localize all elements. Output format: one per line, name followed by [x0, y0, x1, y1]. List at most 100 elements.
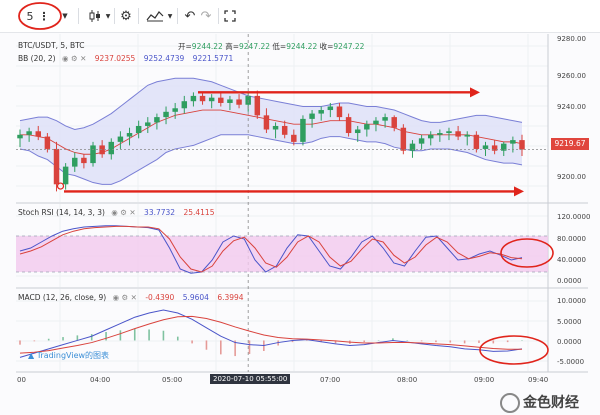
close-icon[interactable]: ✕: [80, 54, 87, 63]
y-tick: 9240.00: [557, 103, 586, 111]
candle-body: [437, 133, 443, 135]
eye-icon[interactable]: ◉: [62, 54, 69, 63]
candlestick-icon[interactable]: [86, 7, 104, 25]
ohlc-legend: 开=9244.22 高=9247.22 低=9244.22 收=9247.22: [178, 41, 364, 52]
candle-body: [154, 117, 160, 123]
y-tick: 9260.00: [557, 72, 586, 80]
y-tick: 40.0000: [557, 256, 586, 264]
brand-logo-icon: [500, 393, 520, 413]
candle-body: [145, 122, 151, 126]
candle-body: [336, 106, 343, 118]
close-icon[interactable]: ✕: [130, 293, 137, 302]
macd-legend: MACD (12, 26, close, 9) ◉ ⚙ ✕ -0.4390 5.…: [18, 293, 244, 302]
bb-upper-line: [19, 77, 523, 131]
y-tick: 9280.00: [557, 35, 586, 43]
toolbar: 5 ⋮ ▼ ▼ ⚙ ▼ ↶ ↷: [0, 0, 600, 33]
separator: [177, 8, 178, 24]
x-tick: 05:00: [162, 376, 183, 384]
open-value: 9244.22: [191, 42, 223, 51]
low-value: 9244.22: [286, 42, 318, 51]
support-marker: [56, 182, 65, 190]
candle-body: [345, 117, 352, 134]
bb-legend: BB (20, 2) ◉ ⚙ ✕ 9237.0255 9252.4739 922…: [18, 54, 233, 63]
y-tick: -5.0000: [557, 358, 585, 366]
candle-body: [254, 95, 261, 116]
candle-body: [108, 141, 115, 155]
separator: [78, 8, 79, 24]
x-tick: 09:00: [474, 376, 495, 384]
high-value: 9247.22: [239, 42, 271, 51]
candle-body: [519, 140, 525, 150]
separator: [114, 8, 115, 24]
y-tick: 80.0000: [557, 235, 586, 243]
settings-icon[interactable]: ⚙: [120, 8, 132, 24]
last-price-tag: 9219.67: [551, 138, 589, 150]
open-label: 开=: [178, 42, 192, 51]
close-value: 9247.22: [333, 42, 365, 51]
macd-signal-value: 6.3994: [217, 293, 244, 302]
y-tick: 9200.00: [557, 173, 586, 181]
close-icon[interactable]: ✕: [129, 208, 136, 217]
undo-icon[interactable]: ↶: [184, 8, 196, 24]
x-tick: 04:00: [90, 376, 111, 384]
candle-body: [190, 95, 197, 102]
chevron-down-icon[interactable]: ▼: [167, 12, 173, 20]
candle-body: [263, 115, 270, 130]
candle-body: [53, 148, 60, 185]
highlight-circle: [18, 2, 62, 30]
candle-body: [309, 113, 315, 119]
candle-body: [446, 131, 452, 134]
indicators-icon[interactable]: [144, 7, 166, 25]
high-label: 高=: [225, 42, 239, 51]
logo-icon: ▲: [28, 351, 35, 360]
separator: [138, 8, 139, 24]
candle-body: [291, 134, 297, 142]
settings-icon[interactable]: ⚙: [70, 54, 78, 63]
stoch-k-value: 33.7732: [144, 208, 176, 217]
watermark-text: TradingView的图表: [36, 351, 110, 360]
bb-label: BB (20, 2): [18, 54, 56, 63]
candle-body: [464, 134, 470, 137]
candle-body: [281, 125, 288, 135]
eye-icon[interactable]: ◉: [111, 208, 118, 217]
candle-body: [400, 127, 407, 151]
macd-hist-value: -0.4390: [145, 293, 175, 302]
chevron-down-icon[interactable]: ▼: [62, 12, 68, 20]
settings-icon[interactable]: ⚙: [120, 208, 127, 217]
redo-icon[interactable]: ↷: [200, 8, 212, 24]
candle-body: [72, 157, 78, 167]
candle-body: [409, 143, 416, 151]
macd-line-value: 5.9604: [182, 293, 209, 302]
candle-body: [327, 106, 334, 111]
interval-button[interactable]: 5 ⋮: [22, 7, 54, 25]
y-tick: 0.0000: [557, 277, 582, 285]
candle-body: [172, 108, 178, 112]
candle-body: [181, 101, 188, 109]
candle-body: [354, 129, 361, 134]
candle-body: [44, 136, 51, 149]
support-arrow-head: [514, 186, 524, 197]
candle-body: [62, 166, 69, 185]
candle-body: [236, 99, 242, 105]
bb-lower-line: [19, 134, 523, 185]
candle-body: [501, 143, 507, 151]
candle-body: [26, 131, 32, 135]
candle-body: [126, 133, 133, 137]
resistance-arrow-head: [470, 87, 480, 98]
candle-body: [199, 95, 206, 102]
eye-icon[interactable]: ◉: [112, 293, 120, 302]
stoch-d-line: [19, 225, 523, 273]
candle-body: [318, 110, 324, 114]
candle-body: [99, 145, 105, 155]
fullscreen-icon[interactable]: [222, 7, 238, 25]
macd-line: [19, 309, 523, 358]
settings-icon[interactable]: ⚙: [121, 293, 129, 302]
candle-body: [373, 120, 379, 125]
highlight-circle: [500, 238, 554, 268]
x-cursor-label: 2020-07-10 05:55:00: [210, 374, 291, 384]
chevron-down-icon[interactable]: ▼: [105, 12, 111, 20]
brand-text: 金色财经: [523, 395, 579, 411]
bb-lower-value: 9221.5771: [192, 54, 234, 63]
